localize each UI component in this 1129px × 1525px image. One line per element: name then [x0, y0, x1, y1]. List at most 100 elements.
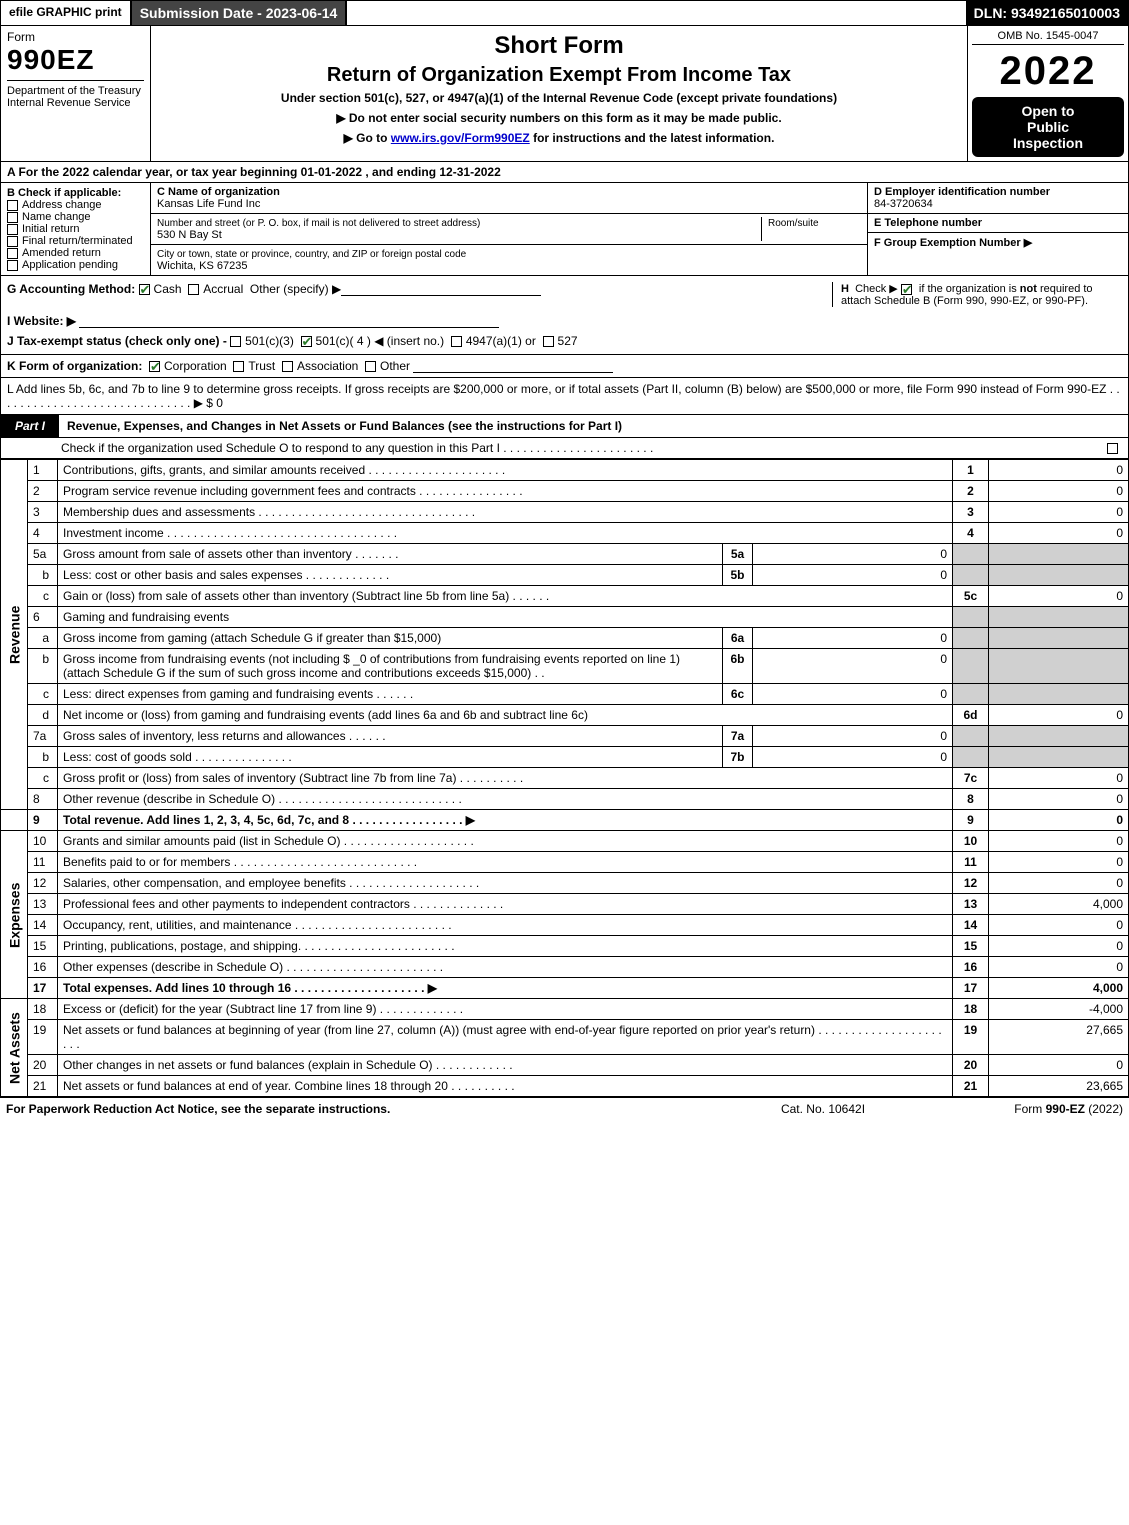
table-row: 3 Membership dues and assessments . . . … [1, 502, 1129, 523]
row-rnum: 15 [953, 936, 989, 957]
efile-print-label[interactable]: efile GRAPHIC print [1, 1, 132, 25]
row-num: 13 [28, 894, 58, 915]
checkbox-name-change[interactable] [7, 212, 18, 223]
row-rval-shade [989, 607, 1129, 628]
irs-link[interactable]: www.irs.gov/Form990EZ [391, 131, 530, 145]
row-rval-shade [989, 649, 1129, 684]
form-word: Form [7, 30, 144, 44]
row-num: 17 [28, 978, 58, 999]
checkbox-cash[interactable] [139, 284, 150, 295]
row-desc: Net income or (loss) from gaming and fun… [58, 705, 953, 726]
row-rval: 0 [989, 852, 1129, 873]
row-rnum: 10 [953, 831, 989, 852]
row-rnum: 3 [953, 502, 989, 523]
checkbox-trust[interactable] [233, 361, 244, 372]
expenses-label: Expenses [1, 831, 28, 999]
j-lbl: J Tax-exempt status (check only one) - [7, 334, 230, 348]
topbar: efile GRAPHIC print Submission Date - 20… [0, 0, 1129, 26]
line-j: J Tax-exempt status (check only one) - 5… [7, 334, 827, 348]
c-name-val: Kansas Life Fund Inc [157, 198, 260, 210]
opt-name-change: Name change [22, 211, 91, 223]
row-desc: Net assets or fund balances at end of ye… [58, 1076, 953, 1097]
c-city-lbl: City or town, state or province, country… [157, 249, 466, 260]
row-midval: 0 [753, 565, 953, 586]
table-row: a Gross income from gaming (attach Sched… [1, 628, 1129, 649]
dln-label: DLN: 93492165010003 [966, 1, 1128, 25]
checkbox-schedule-o[interactable] [1107, 443, 1118, 454]
row-rnum: 13 [953, 894, 989, 915]
checkbox-amended-return[interactable] [7, 248, 18, 259]
j-4947: 4947(a)(1) or [466, 334, 536, 348]
table-row: Revenue 1 Contributions, gifts, grants, … [1, 460, 1129, 481]
table-row: 15 Printing, publications, postage, and … [1, 936, 1129, 957]
checkbox-application-pending[interactable] [7, 260, 18, 271]
row-desc: Net assets or fund balances at beginning… [58, 1020, 953, 1055]
row-desc: Less: cost or other basis and sales expe… [58, 565, 723, 586]
row-rnum-shade [953, 649, 989, 684]
netassets-label: Net Assets [1, 999, 28, 1097]
row-desc: Gross amount from sale of assets other t… [58, 544, 723, 565]
instr-goto-pre: ▶ Go to [344, 131, 391, 145]
row-rnum: 5c [953, 586, 989, 607]
checkbox-527[interactable] [543, 336, 554, 347]
k-other-field[interactable] [413, 359, 613, 373]
c-addr-val: 530 N Bay St [157, 229, 222, 241]
row-desc: Gross income from fundraising events (no… [58, 649, 723, 684]
checkbox-501c[interactable] [301, 336, 312, 347]
row-rnum: 6d [953, 705, 989, 726]
section-a: A For the 2022 calendar year, or tax yea… [0, 162, 1129, 183]
row-midval: 0 [753, 747, 953, 768]
open-line3: Inspection [976, 135, 1120, 151]
checkbox-corporation[interactable] [149, 361, 160, 372]
row-rval: 0 [989, 936, 1129, 957]
checkbox-initial-return[interactable] [7, 224, 18, 235]
row-num: 10 [28, 831, 58, 852]
footer-center: Cat. No. 10642I [723, 1102, 923, 1116]
g-lbl: G Accounting Method: [7, 282, 135, 296]
table-row: 9 Total revenue. Add lines 1, 2, 3, 4, 5… [1, 810, 1129, 831]
table-row: b Gross income from fundraising events (… [1, 649, 1129, 684]
g-accrual: Accrual [203, 282, 243, 296]
header-left: Form 990EZ Department of the Treasury In… [1, 26, 151, 161]
d-ein-lbl: D Employer identification number [874, 186, 1050, 198]
row-desc: Other changes in net assets or fund bala… [58, 1055, 953, 1076]
row-desc: Grants and similar amounts paid (list in… [58, 831, 953, 852]
checkbox-4947[interactable] [451, 336, 462, 347]
row-rval: -4,000 [989, 999, 1129, 1020]
checkbox-address-change[interactable] [7, 200, 18, 211]
checkbox-final-return[interactable] [7, 236, 18, 247]
row-num: 4 [28, 523, 58, 544]
row-desc: Printing, publications, postage, and shi… [58, 936, 953, 957]
checkbox-501c3[interactable] [230, 336, 241, 347]
i-lbl: I Website: ▶ [7, 314, 76, 328]
g-other-field[interactable] [341, 282, 541, 296]
c-name-lbl: C Name of organization [157, 186, 280, 198]
table-row: 21 Net assets or fund balances at end of… [1, 1076, 1129, 1097]
checkbox-schedule-b[interactable] [901, 284, 912, 295]
row-midval: 0 [753, 649, 953, 684]
header-center: Short Form Return of Organization Exempt… [151, 26, 968, 161]
line-l: L Add lines 5b, 6c, and 7b to line 9 to … [0, 378, 1129, 415]
row-num: 5a [28, 544, 58, 565]
row-midnum: 7b [723, 747, 753, 768]
table-row: 19 Net assets or fund balances at beginn… [1, 1020, 1129, 1055]
table-row: d Net income or (loss) from gaming and f… [1, 705, 1129, 726]
footer-right: Form 990-EZ (2022) [923, 1102, 1123, 1116]
part1-check-row: Check if the organization used Schedule … [0, 438, 1129, 459]
checkbox-accrual[interactable] [188, 284, 199, 295]
checkbox-association[interactable] [282, 361, 293, 372]
header-right: OMB No. 1545-0047 2022 Open to Public In… [968, 26, 1128, 161]
part1-table: Revenue 1 Contributions, gifts, grants, … [0, 459, 1129, 1097]
row-midnum: 6b [723, 649, 753, 684]
checkbox-other-org[interactable] [365, 361, 376, 372]
row-rnum: 21 [953, 1076, 989, 1097]
row-desc: Program service revenue including govern… [58, 481, 953, 502]
row-desc: Gross profit or (loss) from sales of inv… [58, 768, 953, 789]
table-row: 5a Gross amount from sale of assets othe… [1, 544, 1129, 565]
row-spacer [1, 810, 28, 831]
row-rnum-shade [953, 544, 989, 565]
g-other: Other (specify) ▶ [250, 282, 341, 296]
i-website-field[interactable] [79, 314, 499, 328]
row-desc: Excess or (deficit) for the year (Subtra… [58, 999, 953, 1020]
row-num: c [28, 586, 58, 607]
